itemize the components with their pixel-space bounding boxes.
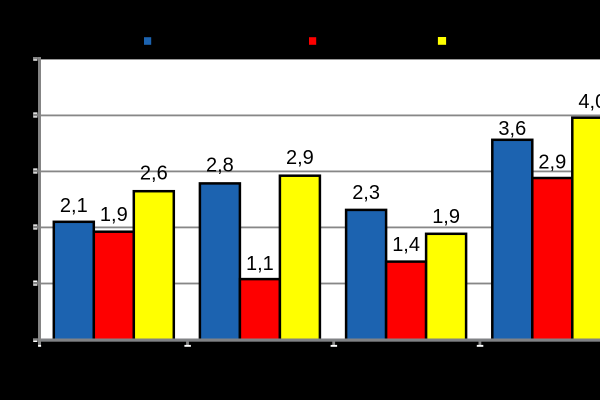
svg-text:1,9: 1,9 [100,204,128,226]
svg-text:2,8: 2,8 [206,155,234,177]
svg-text:2,9: 2,9 [286,147,314,169]
svg-text:1,1: 1,1 [246,253,274,275]
svg-text:2,6: 2,6 [140,163,168,185]
svg-text:2,3: 2,3 [352,182,380,204]
svg-text:1,4: 1,4 [392,234,420,256]
svg-text:4,0: 4,0 [578,91,600,113]
svg-text:2,1: 2,1 [60,195,88,217]
svg-text:1,9: 1,9 [432,206,460,228]
svg-text:3,6: 3,6 [498,118,526,140]
svg-text:2,9: 2,9 [538,152,566,174]
